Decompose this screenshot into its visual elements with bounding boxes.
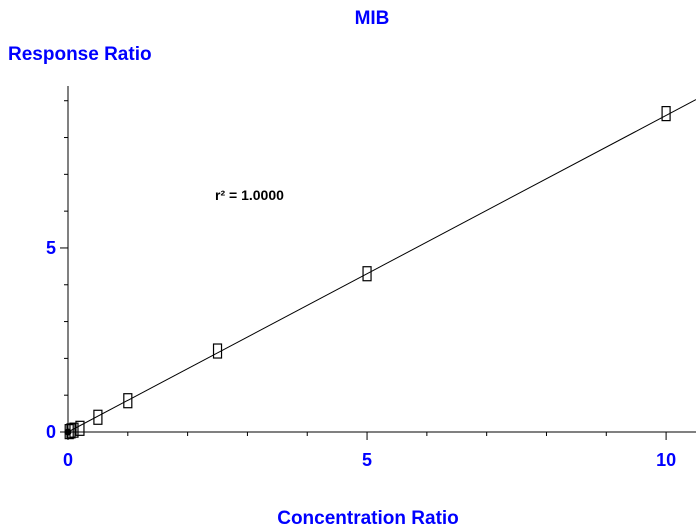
chart-title: MIB	[355, 8, 390, 29]
data-point	[123, 393, 133, 409]
data-point	[661, 106, 671, 122]
x-tick-label: 10	[656, 450, 676, 470]
origin-point-cluster	[64, 428, 72, 436]
y-axis-title: Response Ratio	[8, 44, 152, 65]
plot-area: 0 5 0 5 10	[46, 86, 696, 470]
data-point	[93, 409, 103, 425]
y-tick-label: 0	[46, 422, 56, 442]
fit-line	[67, 99, 696, 433]
data-point	[212, 343, 223, 359]
x-tick-label: 0	[63, 450, 73, 470]
r-squared-annotation: r² = 1.0000	[215, 187, 284, 203]
data-point	[362, 266, 372, 282]
x-axis-title: Concentration Ratio	[277, 508, 459, 529]
x-tick-label: 5	[362, 450, 372, 470]
y-tick-label: 5	[46, 238, 56, 258]
data-point	[75, 420, 85, 436]
